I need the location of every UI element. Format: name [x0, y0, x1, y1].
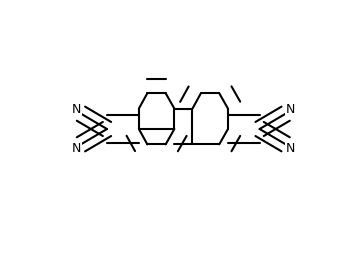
- Text: N: N: [286, 103, 295, 116]
- Text: N: N: [286, 142, 295, 155]
- Text: N: N: [72, 103, 81, 116]
- Text: N: N: [72, 142, 81, 155]
